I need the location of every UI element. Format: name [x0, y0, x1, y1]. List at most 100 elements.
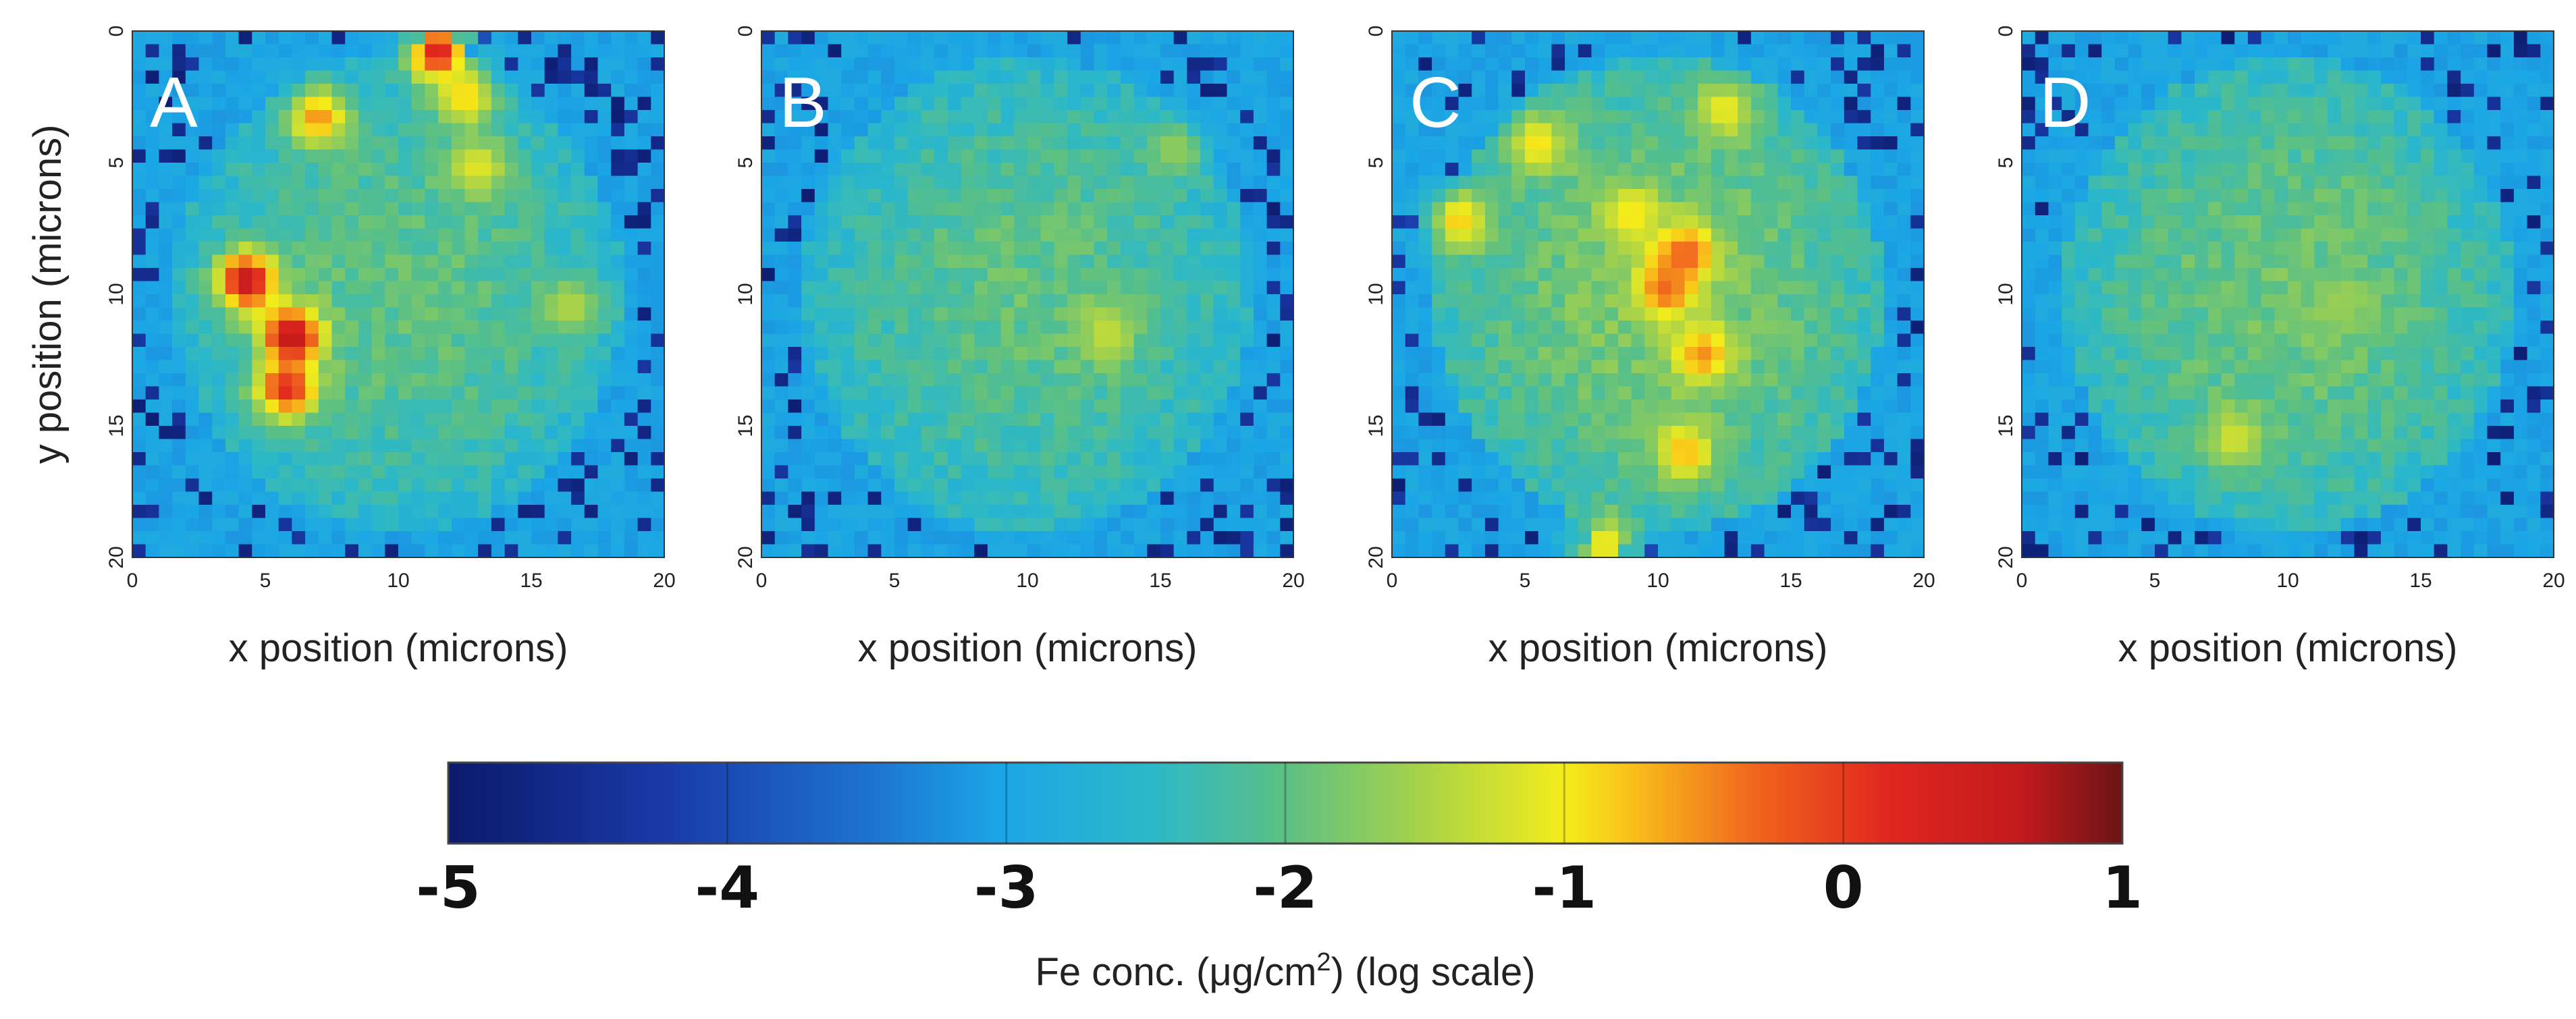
heatmap-cell	[371, 360, 385, 374]
heatmap-cell	[1040, 333, 1054, 348]
heatmap-cell	[491, 202, 506, 216]
heatmap-cell	[385, 386, 399, 400]
heatmap-cell	[907, 333, 921, 348]
heatmap-cell	[238, 70, 252, 84]
heatmap-cell	[558, 110, 572, 124]
heatmap-cell	[1094, 123, 1108, 137]
heatmap-cell	[558, 439, 572, 453]
heatmap-cell	[2274, 44, 2288, 58]
heatmap-cell	[385, 544, 399, 558]
heatmap-cell	[132, 163, 146, 177]
heatmap-cell	[1120, 333, 1135, 348]
heatmap-cell	[1617, 242, 1632, 256]
heatmap-cell	[2181, 31, 2195, 45]
heatmap-cell	[1750, 254, 1765, 269]
heatmap-cell	[478, 386, 492, 400]
heatmap-cell	[1605, 110, 1619, 124]
heatmap-cell	[558, 84, 572, 98]
heatmap-cell	[1458, 400, 1472, 414]
heatmap-cell	[504, 333, 518, 348]
heatmap-cell	[518, 254, 532, 269]
heatmap-cell	[1240, 149, 1254, 163]
heatmap-cell	[1724, 307, 1738, 321]
heatmap-cell	[934, 70, 948, 84]
heatmap-cell	[1200, 254, 1214, 269]
heatmap-cell	[464, 268, 479, 282]
heatmap-cell	[1040, 347, 1054, 361]
heatmap-cell	[464, 321, 479, 335]
heatmap-cell	[1538, 228, 1552, 242]
heatmap-cell	[1040, 136, 1054, 150]
heatmap-cell	[571, 57, 585, 72]
heatmap-cell	[1187, 281, 1201, 295]
heatmap-cell	[1871, 531, 1885, 545]
heatmap-cell	[1405, 215, 1419, 229]
heatmap-cell	[531, 439, 545, 453]
heatmap-cell	[145, 491, 159, 505]
heatmap-cell	[801, 505, 815, 519]
heatmap-cell	[1160, 44, 1175, 58]
heatmap-cell	[318, 202, 333, 216]
heatmap-cell	[947, 465, 962, 479]
heatmap-cell	[159, 57, 173, 72]
heatmap-cell	[544, 202, 558, 216]
heatmap-cell	[1750, 97, 1765, 111]
heatmap-cell	[1777, 478, 1792, 493]
heatmap-cell	[1445, 478, 1459, 493]
heatmap-cell	[1578, 518, 1592, 532]
heatmap-cell	[318, 333, 333, 348]
heatmap-cell	[894, 136, 909, 150]
heatmap-cell	[1107, 307, 1121, 321]
heatmap-cell	[1617, 544, 1632, 558]
heatmap-cell	[987, 452, 1002, 466]
heatmap-cell	[1525, 254, 1539, 269]
heatmap-cell	[172, 242, 186, 256]
heatmap-cell	[331, 294, 346, 308]
heatmap-cell	[1711, 518, 1725, 532]
heatmap-cell	[1538, 31, 1552, 45]
heatmap-cell	[1484, 544, 1499, 558]
heatmap-cell	[491, 268, 506, 282]
heatmap-cell	[987, 242, 1002, 256]
heatmap-cell	[1684, 531, 1698, 545]
heatmap-cell	[814, 465, 829, 479]
heatmap-cell	[385, 202, 399, 216]
heatmap-cell	[814, 452, 829, 466]
heatmap-cell	[571, 110, 585, 124]
heatmap-cell	[1187, 228, 1201, 242]
heatmap-cell	[1027, 31, 1042, 45]
heatmap-cell	[265, 465, 279, 479]
heatmap-cell	[1511, 321, 1526, 335]
heatmap-cell	[828, 97, 842, 111]
heatmap-cell	[1910, 281, 1925, 295]
heatmap-cell	[2168, 44, 2182, 58]
heatmap-cell	[961, 333, 975, 348]
heatmap-cell	[841, 123, 855, 137]
heatmap-cell	[1498, 518, 1512, 532]
heatmap-cell	[265, 202, 279, 216]
heatmap-cell	[788, 268, 802, 282]
heatmap-cell	[934, 373, 948, 387]
heatmap-cell	[172, 531, 186, 545]
heatmap-cell	[1054, 321, 1068, 335]
heatmap-cell	[974, 202, 988, 216]
heatmap-cell	[198, 215, 213, 229]
heatmap-cell	[225, 281, 240, 295]
heatmap-cell	[1871, 97, 1885, 111]
heatmap-cell	[292, 347, 306, 361]
heatmap-cell	[398, 189, 412, 203]
heatmap-cell	[1591, 505, 1605, 519]
x-tick-label: 10	[1016, 570, 1038, 592]
heatmap-cell	[278, 505, 292, 519]
heatmap-cell	[292, 412, 306, 426]
heatmap-cell	[1484, 386, 1499, 400]
heatmap-cell	[1120, 254, 1135, 269]
heatmap-cell	[478, 189, 492, 203]
heatmap-cell	[1094, 412, 1108, 426]
heatmap-cell	[1405, 505, 1419, 519]
heatmap-cell	[1565, 123, 1579, 137]
heatmap-cell	[1392, 136, 1406, 150]
heatmap-cell	[571, 97, 585, 111]
heatmap-cell	[1551, 70, 1565, 84]
